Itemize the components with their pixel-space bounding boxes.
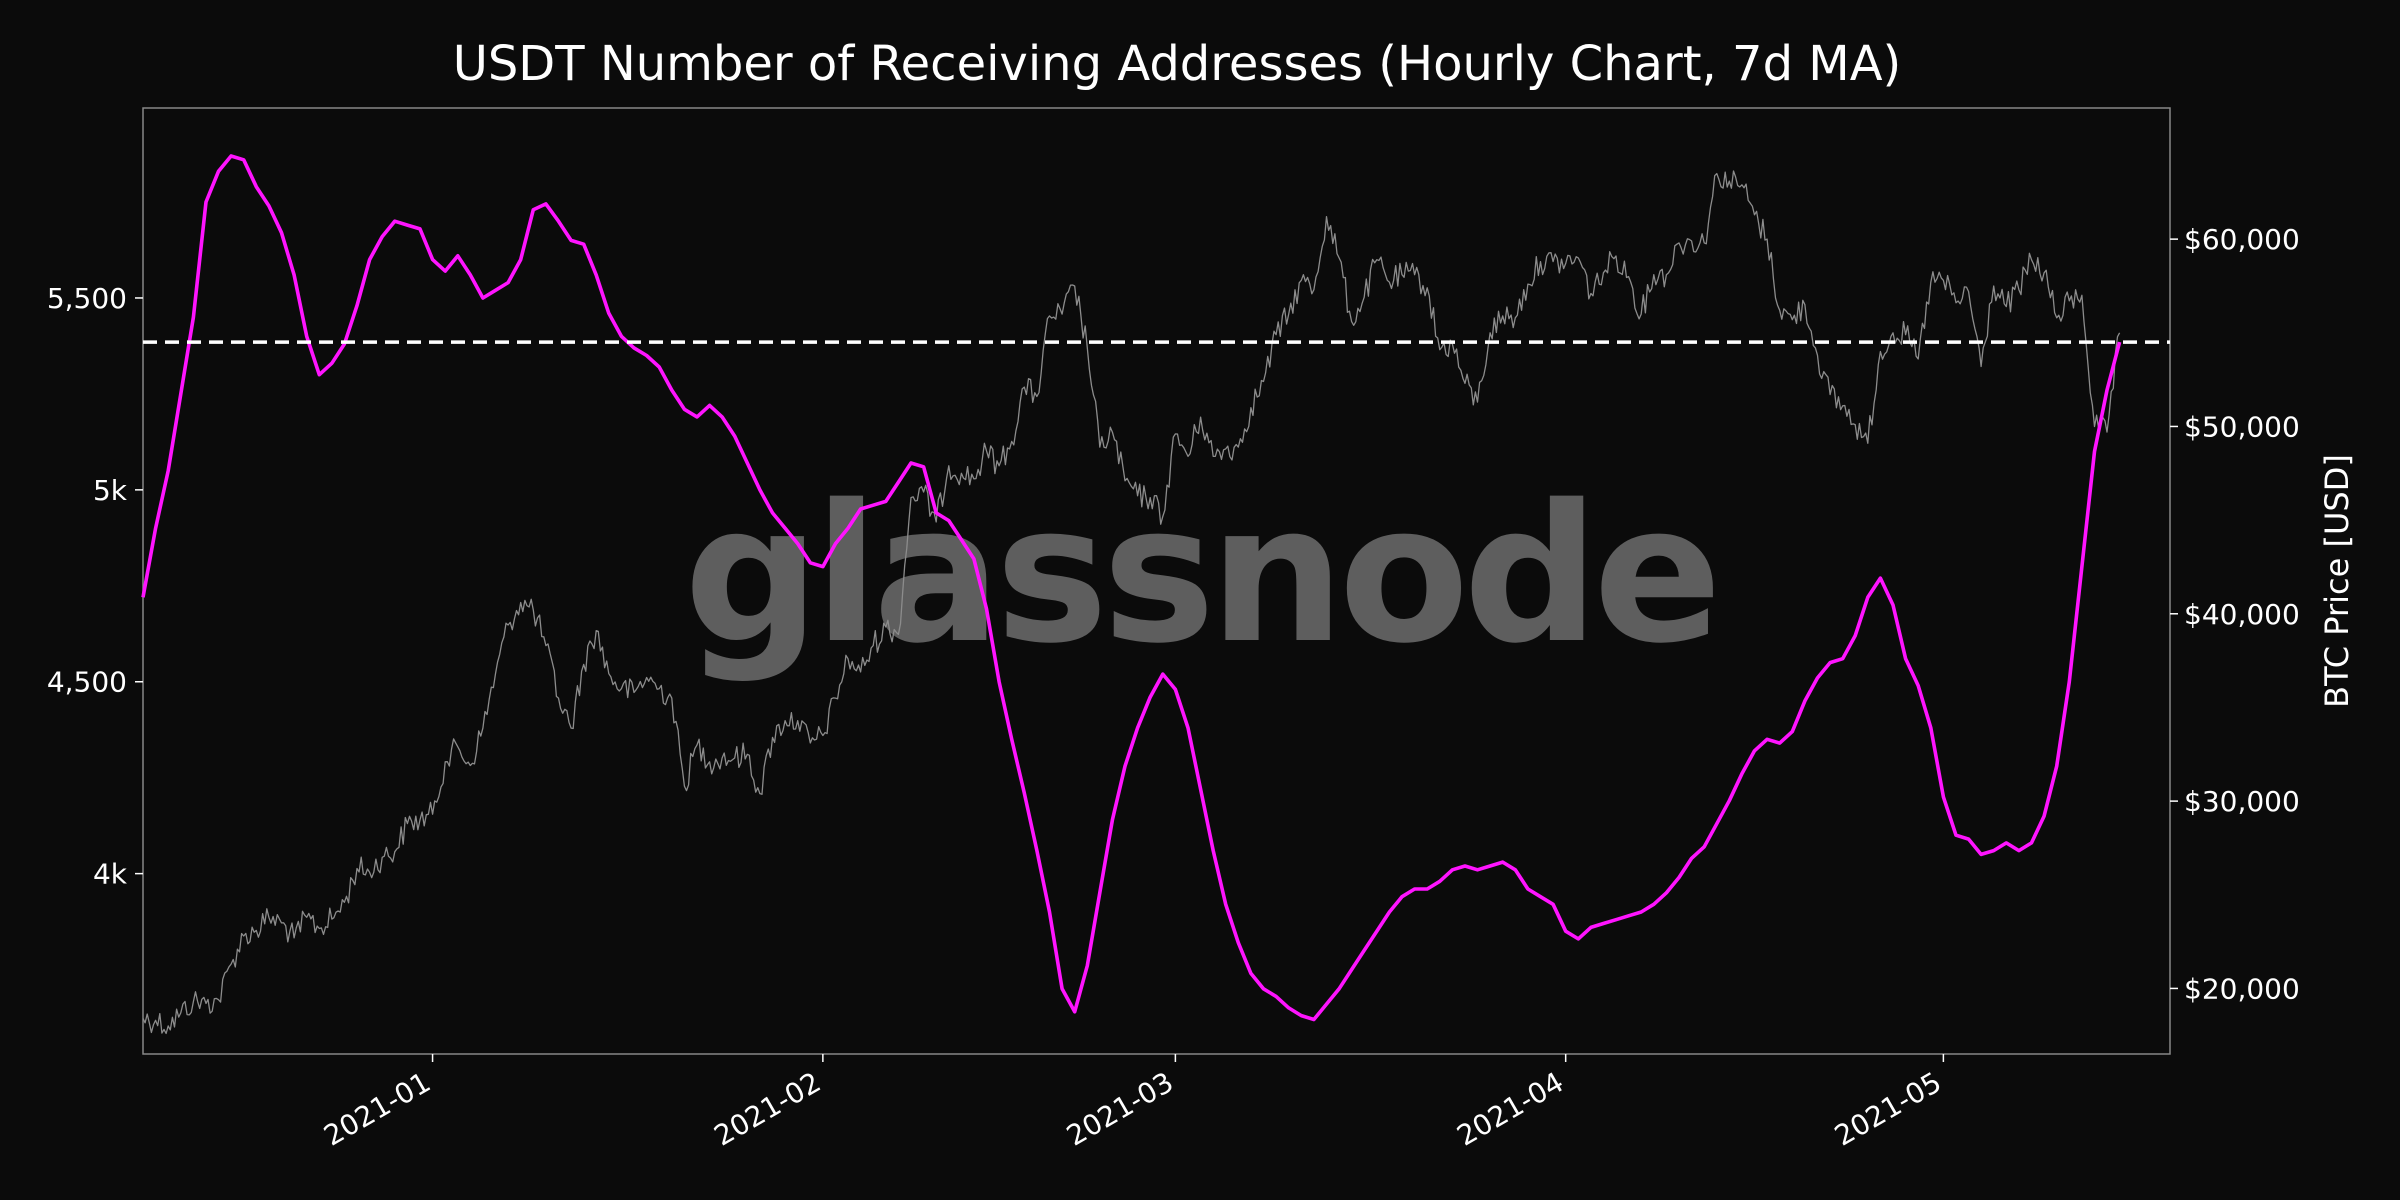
y-left-tick-label: 5,500 xyxy=(47,282,127,315)
watermark-logo: glassnode xyxy=(684,464,1716,685)
y-left-tick-label: 5k xyxy=(93,474,128,507)
chart-title: USDT Number of Receiving Addresses (Hour… xyxy=(453,36,1902,92)
btc-price-line xyxy=(142,170,2121,1035)
y-left-tick-label: 4k xyxy=(93,858,128,891)
receiving-addresses-series xyxy=(141,154,2122,1022)
y-right-tick-label: $50,000 xyxy=(2184,410,2300,443)
plot-frame xyxy=(142,107,2171,1055)
y-axis-right-ticks: $20,000 $30,000 $40,000 $50,000 $60,000 xyxy=(2170,223,2300,1005)
y-axis-right-label: BTC Price [USD] xyxy=(2318,454,2356,708)
y-right-tick-label: $30,000 xyxy=(2184,785,2300,818)
receiving-addresses-line xyxy=(141,154,2122,1022)
y-axis-left-ticks: 4k 4,500 5k 5,500 xyxy=(47,282,143,891)
btc-price-series xyxy=(142,170,2121,1035)
y-right-tick-label: $40,000 xyxy=(2184,598,2300,631)
y-left-tick-label: 4,500 xyxy=(47,666,127,699)
y-right-tick-label: $60,000 xyxy=(2184,223,2300,256)
plot-area: glassnode xyxy=(141,107,2171,1055)
y-right-tick-label: $20,000 xyxy=(2184,972,2300,1005)
